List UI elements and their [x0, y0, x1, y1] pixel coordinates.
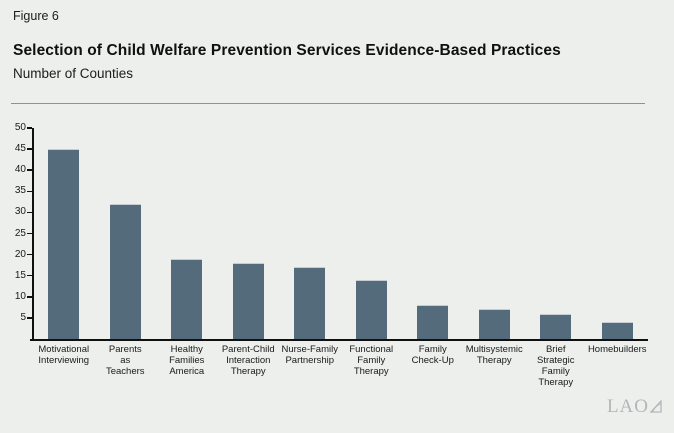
lao-logo-text: LAO: [606, 396, 649, 417]
y-axis-tick: [27, 296, 32, 298]
bar: [294, 267, 326, 339]
x-axis-category-label: Parents as Teachers: [105, 344, 145, 377]
y-axis-tick: [27, 232, 32, 235]
y-axis-tick: [27, 317, 32, 319]
bar: [601, 322, 633, 339]
y-axis-tick-label: 15: [14, 269, 26, 281]
y-axis-tick: [27, 190, 32, 193]
y-axis-line: [32, 128, 34, 340]
x-axis-line: [30, 339, 648, 341]
bar: [355, 279, 387, 339]
y-axis-tick-label: 40: [14, 164, 26, 176]
chart-title: Selection of Child Welfare Prevention Se…: [13, 42, 561, 59]
y-axis-tick: [27, 253, 32, 256]
x-axis-category-label: Functional Family Therapy: [349, 344, 394, 377]
y-axis-tick: [27, 169, 32, 171]
y-axis-tick-label: 30: [14, 206, 26, 218]
x-axis-category-label: Family Check-Up: [411, 344, 454, 366]
y-axis-tick: [27, 148, 32, 150]
figure-number-label: Figure 6: [13, 9, 59, 23]
y-axis-tick-label: 45: [14, 143, 26, 155]
header-divider: [11, 103, 645, 104]
y-axis-tick-label: 20: [14, 248, 26, 260]
x-axis-category-label: Healthy Families America: [169, 344, 205, 377]
bar: [540, 313, 572, 339]
y-axis-tick: [27, 274, 32, 277]
bar: [109, 203, 141, 339]
y-axis-tick-label: 25: [14, 227, 26, 239]
x-axis-category-label: Brief Strategic Family Therapy: [537, 344, 575, 388]
x-axis-category-label: Parent-Child Interaction Therapy: [221, 344, 275, 377]
lao-logo-sail-icon: [649, 399, 662, 413]
y-axis-tick: [27, 211, 32, 214]
bar: [417, 305, 449, 339]
x-axis-category-label: Homebuilders: [587, 344, 647, 355]
y-axis-tick: [27, 127, 32, 129]
bar: [478, 309, 510, 339]
bar: [232, 263, 264, 339]
y-axis-tick-label: 10: [14, 290, 26, 302]
x-axis-category-label: Nurse-Family Partnership: [281, 344, 338, 366]
bar: [171, 258, 203, 339]
lao-logo: LAO: [607, 396, 665, 418]
y-axis-tick-label: 50: [14, 122, 26, 133]
y-axis-tick-label: 35: [14, 185, 26, 197]
x-axis-category-label: Motivational Interviewing: [38, 344, 90, 366]
chart-subtitle-y-units: Number of Counties: [13, 66, 134, 81]
x-axis-category-label: Multisystemic Therapy: [465, 344, 523, 366]
bar: [48, 149, 80, 339]
y-axis-tick-label: 5: [20, 311, 26, 323]
